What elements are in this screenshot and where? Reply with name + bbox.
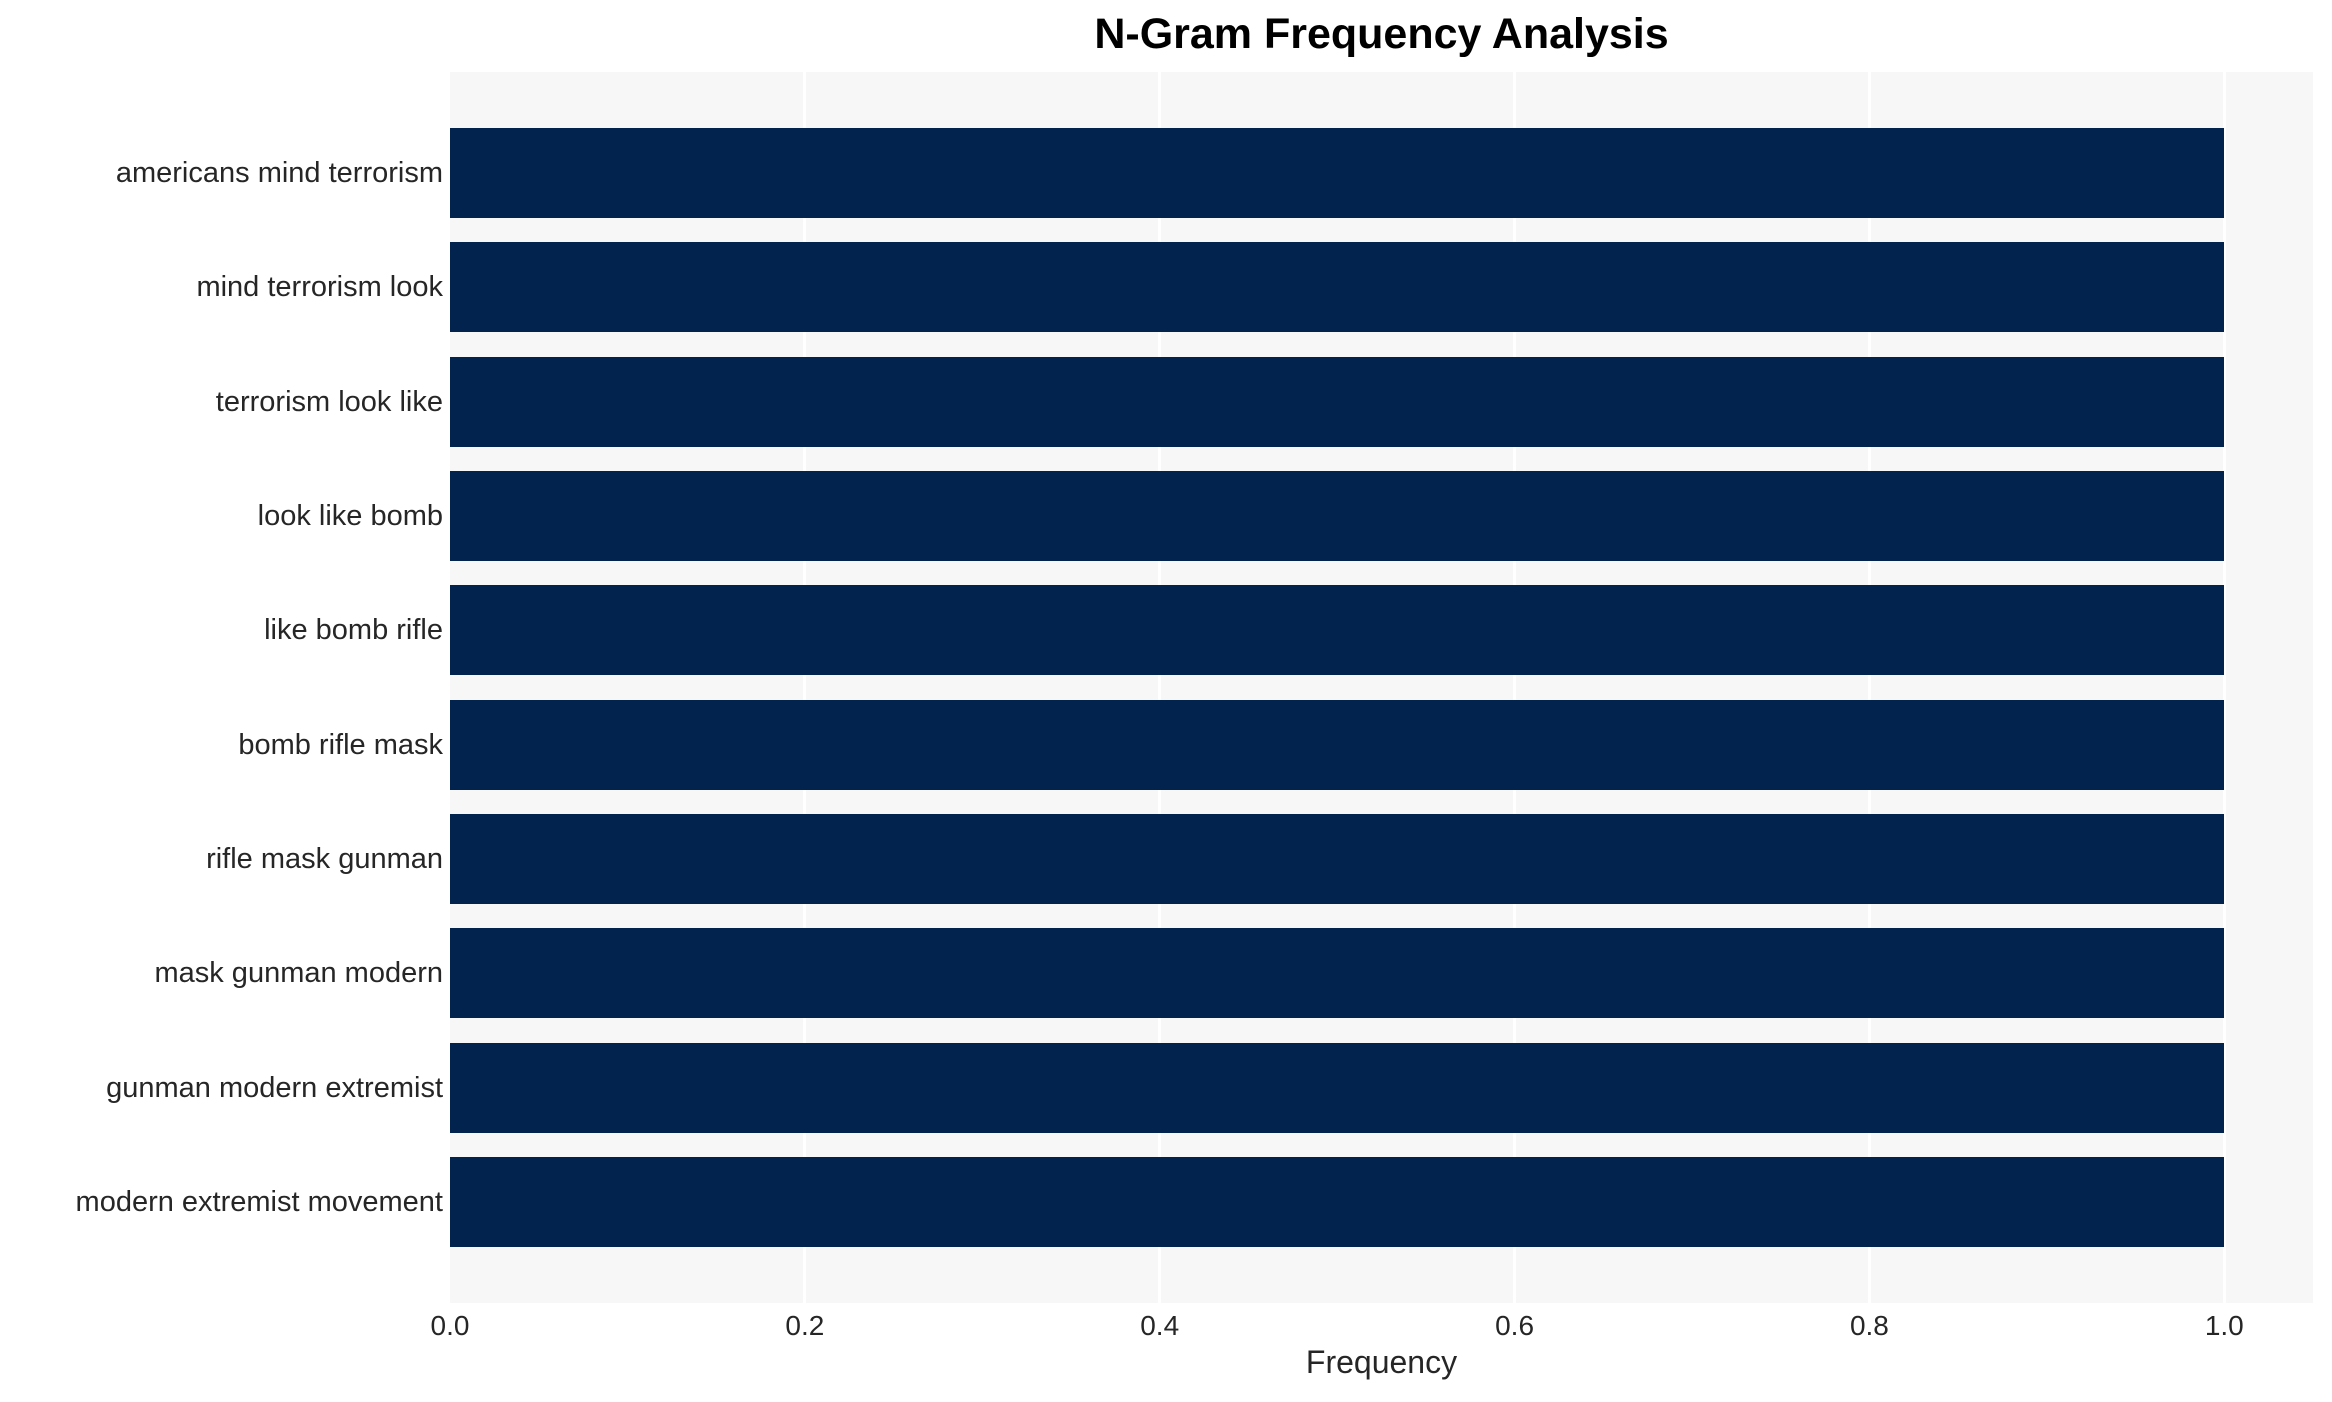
- bar: [450, 1157, 2225, 1247]
- bar: [450, 1042, 2225, 1133]
- gridline-0.4: [1158, 72, 1162, 1303]
- x-tick-label: 0.2: [785, 1310, 825, 1341]
- gridline-0.2: [803, 72, 807, 1303]
- gridline-0.6: [1513, 72, 1517, 1303]
- x-tick-label: 0.0: [430, 1310, 470, 1341]
- y-tick-label: gunman modern extremist: [106, 1071, 443, 1104]
- x-tick-label: 0.8: [1849, 1310, 1889, 1341]
- y-tick-label: rifle mask gunman: [206, 843, 443, 875]
- gridline-1.0: [2222, 72, 2226, 1303]
- y-tick-label: mind terrorism look: [196, 271, 443, 304]
- y-tick-label: look like bomb: [257, 500, 443, 532]
- bar: [450, 128, 2225, 218]
- chart-title: N-Gram Frequency Analysis: [1094, 10, 1669, 58]
- y-tick-label: bomb rifle mask: [238, 728, 443, 761]
- bar: [450, 699, 2225, 790]
- bar: [450, 242, 2225, 333]
- x-tick-label: 0.4: [1140, 1310, 1180, 1341]
- bar: [450, 356, 2225, 447]
- x-tick-label: 0.6: [1495, 1310, 1535, 1341]
- bar: [450, 585, 2225, 676]
- y-tick-label: mask gunman modern: [154, 957, 443, 990]
- plot-area: [450, 72, 2313, 1303]
- x-tick-label: 1.0: [2204, 1310, 2244, 1341]
- bar: [450, 814, 2225, 904]
- y-tick-label: like bomb rifle: [264, 614, 443, 647]
- gridline-0.8: [1867, 72, 1871, 1303]
- bar: [450, 928, 2225, 1019]
- y-tick-label: terrorism look like: [215, 385, 443, 418]
- bar: [450, 471, 2225, 561]
- x-axis-title: Frequency: [1305, 1344, 1458, 1380]
- y-tick-label: modern extremist movement: [75, 1186, 443, 1218]
- y-tick-label: americans mind terrorism: [115, 157, 443, 189]
